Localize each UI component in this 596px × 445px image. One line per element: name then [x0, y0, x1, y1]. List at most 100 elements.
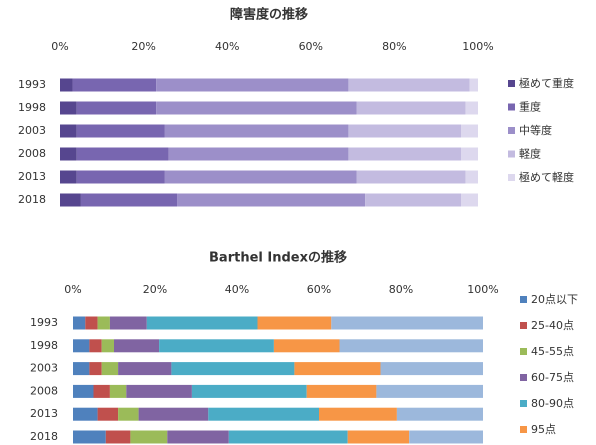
y-tick-label: 2013 [30, 407, 58, 420]
bar-segment [168, 147, 349, 161]
bar-segment [356, 170, 466, 184]
bar-segment [109, 316, 147, 330]
bar-segment [97, 407, 119, 421]
bar-segment [164, 124, 349, 138]
bar-segment [228, 430, 348, 444]
bar-segment [60, 78, 73, 92]
bar-segment [73, 362, 90, 376]
bar-segment [409, 430, 483, 444]
x-tick-label: 60% [307, 283, 331, 296]
x-tick-label: 0% [51, 40, 68, 53]
legend-label: 軽度 [519, 147, 541, 161]
bar-segment [97, 316, 110, 330]
legend-swatch [520, 322, 527, 329]
chart-title: 障害度の推移 [230, 7, 308, 23]
bar-segment [73, 384, 94, 398]
x-tick-label: 60% [299, 40, 323, 53]
bar-segment [156, 78, 349, 92]
bar-segment [105, 430, 131, 444]
bar-segment [156, 101, 357, 115]
y-tick-label: 2013 [18, 170, 46, 183]
legend-label: 20点以下 [531, 293, 578, 306]
bar-segment [380, 362, 483, 376]
bar-segment [89, 362, 102, 376]
bar-segment [76, 147, 169, 161]
bar-segment [60, 193, 81, 207]
bar-segment [60, 124, 77, 138]
legend-label: 25-40点 [531, 319, 574, 332]
y-tick-label: 2018 [18, 193, 46, 206]
bar-segment [76, 170, 165, 184]
bar-segment [461, 147, 478, 161]
bar-segment [73, 339, 90, 353]
x-tick-label: 100% [467, 283, 498, 296]
y-tick-label: 2008 [18, 147, 46, 160]
bar-segment [469, 78, 478, 92]
legend-label: 95点 [531, 423, 556, 436]
x-tick-label: 80% [382, 40, 406, 53]
legend-swatch [508, 80, 515, 87]
bar-segment [146, 316, 258, 330]
bar-segment [73, 430, 106, 444]
bar-segment [177, 193, 366, 207]
bar-segment [85, 316, 98, 330]
x-tick-label: 20% [143, 283, 167, 296]
bar-segment [461, 193, 478, 207]
legend-label: 重度 [519, 100, 541, 114]
x-tick-label: 100% [462, 40, 493, 53]
bar-segment [80, 193, 178, 207]
bar-segment [294, 362, 381, 376]
y-tick-label: 1998 [30, 339, 58, 352]
bar-segment [347, 430, 410, 444]
legend-swatch [520, 400, 527, 407]
bar-segment [93, 384, 110, 398]
bar-segment [171, 362, 295, 376]
bar-segment [72, 78, 157, 92]
bar-segment [319, 407, 397, 421]
bar-segment [273, 339, 340, 353]
bar-segment [109, 384, 127, 398]
legend-swatch [520, 426, 527, 433]
bar-segment [73, 316, 86, 330]
legend-swatch [520, 348, 527, 355]
bar-segment [306, 384, 377, 398]
bar-segment [208, 407, 319, 421]
legend-swatch [520, 296, 527, 303]
legend-swatch [508, 127, 515, 134]
bar-segment [348, 147, 462, 161]
bar-segment [164, 170, 357, 184]
legend-label: 80-90点 [531, 397, 574, 410]
bar-segment [118, 407, 139, 421]
bar-segment [365, 193, 462, 207]
bar-segment [356, 101, 466, 115]
y-tick-label: 1993 [18, 78, 46, 91]
bar-segment [465, 170, 478, 184]
bar-segment [126, 384, 192, 398]
bar-segment [138, 407, 209, 421]
bar-segment [101, 362, 119, 376]
bar-segment [396, 407, 483, 421]
y-tick-label: 1993 [30, 316, 58, 329]
bar-segment [60, 101, 77, 115]
bar-segment [461, 124, 478, 138]
legend-label: 45-55点 [531, 345, 574, 358]
bar-segment [191, 384, 307, 398]
legend-label: 極めて重度 [519, 76, 574, 90]
legend-swatch [508, 150, 515, 158]
y-tick-label: 2003 [30, 362, 58, 375]
legend-swatch [508, 103, 515, 111]
bar-segment [130, 430, 168, 444]
y-tick-label: 1998 [18, 101, 46, 114]
y-tick-label: 2018 [30, 430, 58, 443]
legend-label: 中等度 [519, 123, 552, 137]
bar-segment [114, 339, 160, 353]
bar-segment [167, 430, 229, 444]
y-tick-label: 2008 [30, 384, 58, 397]
legend-swatch [520, 374, 527, 381]
y-tick-label: 2003 [18, 124, 46, 137]
bar-segment [76, 124, 165, 138]
legend-swatch [508, 174, 515, 181]
x-tick-label: 80% [389, 283, 413, 296]
chart-title: Barthel Indexの推移 [209, 250, 347, 266]
